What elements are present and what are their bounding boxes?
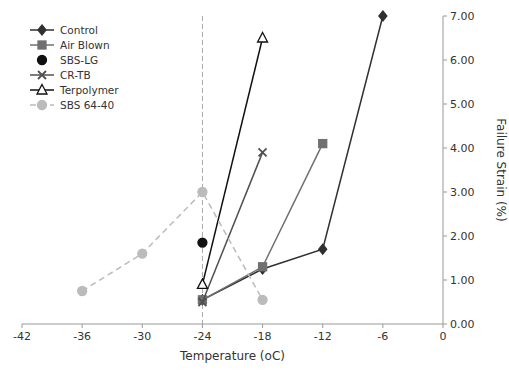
- y-tick-label: 6.00: [450, 54, 475, 67]
- y-tick: [443, 324, 447, 325]
- legend-marker: [38, 56, 47, 65]
- legend-marker: [38, 71, 46, 79]
- point: [198, 188, 207, 197]
- x-tick: [382, 324, 383, 328]
- point: [198, 298, 206, 306]
- y-tick: [443, 280, 447, 281]
- legend-label: Terpolymer: [59, 84, 119, 96]
- chart: -42 -36 -30 -24 -18 -12 -6 00.00 1.00 2.00 3.00 4.0…: [0, 0, 509, 370]
- x-axis-line: [22, 324, 443, 325]
- point: [258, 295, 267, 304]
- x-tick: [262, 324, 263, 328]
- point: [78, 287, 87, 296]
- x-axis-label: Temperature (oC): [179, 349, 285, 363]
- series: [198, 238, 207, 247]
- point: [258, 33, 268, 43]
- y-tick-label: 0.00: [450, 318, 475, 331]
- x-tick: [322, 324, 323, 328]
- legend-label: CR-TB: [60, 69, 91, 81]
- x-tick-label: -30: [133, 330, 151, 343]
- y-tick: [443, 192, 447, 193]
- y-tick: [443, 148, 447, 149]
- y-tick: [443, 104, 447, 105]
- x-tick: [202, 324, 203, 328]
- x-tick-label: -18: [254, 330, 272, 343]
- legend-marker: [38, 101, 47, 110]
- series-line: [202, 144, 322, 300]
- x-tick: [142, 324, 143, 328]
- series: [198, 148, 266, 306]
- x-tick: [82, 324, 83, 328]
- x-tick: [443, 324, 444, 328]
- point: [197, 279, 207, 289]
- x-tick-label: -12: [314, 330, 332, 343]
- series-line: [202, 38, 262, 284]
- legend-marker: [38, 25, 46, 35]
- x-tick-label: -36: [73, 330, 91, 343]
- y-tick-label: 5.00: [450, 98, 475, 111]
- point: [259, 148, 267, 156]
- legend-label: Control: [60, 24, 98, 36]
- legend-label: SBS 64-40: [60, 99, 114, 111]
- x-tick-label: 0: [440, 330, 447, 343]
- series: [78, 188, 267, 305]
- series-line: [202, 16, 382, 300]
- point: [379, 11, 387, 21]
- point: [319, 140, 327, 148]
- y-tick: [443, 16, 447, 17]
- series: [198, 11, 386, 305]
- y-tick-label: 4.00: [450, 142, 475, 155]
- point: [198, 238, 207, 247]
- y-tick-label: 7.00: [450, 10, 475, 23]
- x-tick: [22, 324, 23, 328]
- x-tick-label: -24: [193, 330, 211, 343]
- y-tick-label: 2.00: [450, 230, 475, 243]
- y-tick: [443, 60, 447, 61]
- point: [319, 244, 327, 254]
- legend-label: Air Blown: [60, 39, 110, 51]
- series-line: [82, 192, 262, 300]
- x-tick-label: -6: [377, 330, 388, 343]
- legend-marker: [37, 85, 47, 95]
- y-tick-label: 3.00: [450, 186, 475, 199]
- series: [197, 33, 267, 289]
- x-tick-label: -42: [13, 330, 31, 343]
- y-axis-label: Failure Strain (%): [494, 118, 508, 221]
- y-axis-line: [443, 16, 444, 324]
- y-tick-label: 1.00: [450, 274, 475, 287]
- point: [138, 249, 147, 258]
- y-tick: [443, 236, 447, 237]
- legend-label: SBS-LG: [60, 54, 98, 66]
- point: [259, 263, 267, 271]
- legend: Control Air Blown SBS-LG CR-TB Terpolymer SBS…: [30, 24, 119, 111]
- plot-area: [78, 11, 387, 324]
- legend-marker: [38, 41, 46, 49]
- series-line: [202, 152, 262, 302]
